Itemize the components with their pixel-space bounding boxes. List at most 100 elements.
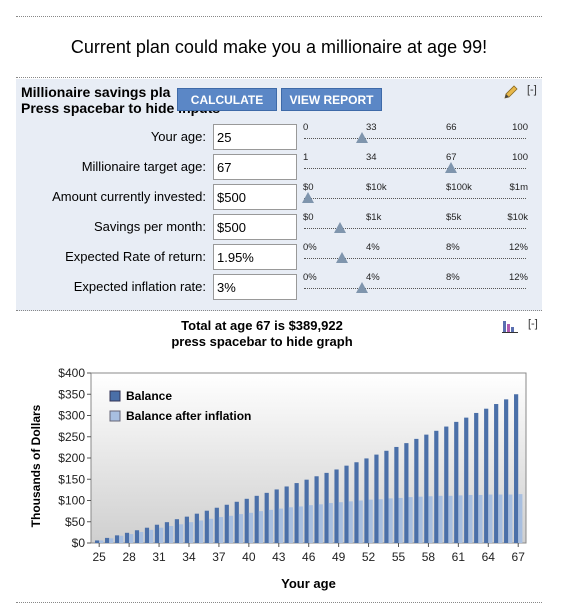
inflation-bar <box>508 494 513 543</box>
inflation-bar <box>468 494 473 543</box>
inflation-bar <box>218 517 224 543</box>
inflation-bar <box>518 494 523 543</box>
inflation-bar <box>498 494 503 543</box>
balance-bar <box>284 486 289 543</box>
headline-text: Current plan could make you a millionair… <box>70 36 488 57</box>
balance-bar <box>204 510 209 543</box>
balance-bar <box>194 513 199 543</box>
slider-tick-label: 12% <box>508 272 528 283</box>
slider-thumb[interactable] <box>336 252 349 263</box>
input-slider[interactable]: 0% 4% 8% 12% <box>302 242 528 270</box>
slider-track[interactable] <box>304 228 526 229</box>
balance-bar <box>214 507 219 543</box>
balance-bar <box>95 540 100 543</box>
input-slider[interactable]: $0 $10k $100k $1m <box>302 182 528 210</box>
slider-track[interactable] <box>304 168 526 169</box>
x-tick-label: 28 <box>122 550 136 564</box>
slider-thumb[interactable] <box>355 282 368 293</box>
x-tick-label: 61 <box>452 550 466 564</box>
legend-swatch-inflation <box>109 410 121 422</box>
inflation-bar <box>458 495 463 543</box>
inflation-bar <box>428 496 433 543</box>
bar-chart-icon[interactable] <box>502 319 518 333</box>
inputs-panel: Millionaire savings pla Press spacebar t… <box>16 79 542 311</box>
input-field[interactable] <box>213 214 297 240</box>
inflation-bar <box>268 509 273 543</box>
x-tick-label: 43 <box>272 550 286 564</box>
balance-bar <box>104 537 110 543</box>
x-tick-label: 49 <box>332 550 346 564</box>
input-slider[interactable]: $0 $1k $5k $10k <box>302 212 528 240</box>
inflation-bar <box>418 496 423 543</box>
balance-bar <box>244 498 249 543</box>
slider-tick-label: 1 <box>303 152 309 163</box>
inflation-bar <box>328 503 333 543</box>
inflation-bar <box>238 514 244 543</box>
inputs-collapse-toggle[interactable]: [-] <box>527 84 537 96</box>
slider-tick-label: $0 <box>303 182 314 193</box>
input-field[interactable] <box>213 184 297 210</box>
slider-thumb[interactable] <box>302 192 314 203</box>
slider-tick-label: $1m <box>509 182 528 193</box>
slider-track[interactable] <box>304 258 526 259</box>
chart-collapse-toggle[interactable]: [-] <box>528 318 538 330</box>
slider-thumb[interactable] <box>445 162 458 173</box>
balance-bar <box>454 421 459 543</box>
slider-tick-label: $10k <box>507 212 528 223</box>
x-tick-label: 37 <box>212 550 226 564</box>
inflation-bar <box>358 500 363 543</box>
inflation-bar <box>159 527 164 543</box>
view-report-button[interactable]: VIEW REPORT <box>281 88 382 111</box>
chart-title-line2: press spacebar to hide graph <box>171 334 353 349</box>
inflation-bar <box>438 495 443 543</box>
balance-bar <box>404 443 409 543</box>
balance-bar <box>234 501 239 543</box>
input-field[interactable] <box>213 244 297 270</box>
legend-swatch-balance <box>109 390 121 402</box>
slider-thumb[interactable] <box>334 222 347 233</box>
input-field[interactable] <box>213 124 297 150</box>
y-tick-label: $50 <box>65 515 85 529</box>
slider-tick-label: 33 <box>366 122 377 133</box>
x-tick-label: 58 <box>422 550 436 564</box>
pencil-icon[interactable] <box>503 84 519 100</box>
slider-tick-label: $10k <box>366 182 387 193</box>
y-tick-label: $250 <box>58 430 85 444</box>
input-label: Amount currently invested: <box>52 189 206 204</box>
y-tick-label: $0 <box>72 536 86 550</box>
inflation-bar <box>198 520 204 543</box>
input-slider[interactable]: 0% 4% 8% 12% <box>302 272 528 300</box>
balance-chart: $0 $50 $100 $150 $200 $250 $300 $350 $400 25 28 31 3… <box>29 366 527 591</box>
slider-track[interactable] <box>304 198 526 199</box>
calculate-button[interactable]: CALCULATE <box>177 88 277 111</box>
x-tick-label: 67 <box>512 550 526 564</box>
slider-track[interactable] <box>304 138 526 139</box>
inflation-bar <box>258 511 264 543</box>
balance-bar <box>184 516 189 543</box>
inflation-bar <box>248 512 254 543</box>
balance-bar <box>114 535 120 543</box>
inflation-bar <box>99 540 104 543</box>
input-slider[interactable]: 1 34 67 100 <box>302 152 528 180</box>
slider-tick-label: $100k <box>446 182 472 193</box>
y-tick-label: $150 <box>58 472 85 486</box>
input-field[interactable] <box>213 274 297 300</box>
x-tick-label: 31 <box>152 550 166 564</box>
input-field[interactable] <box>213 154 297 180</box>
inflation-bar <box>398 497 403 543</box>
balance-bar <box>354 462 359 543</box>
inflation-bar <box>338 502 343 543</box>
slider-track[interactable] <box>304 288 526 289</box>
slider-thumb[interactable] <box>355 132 368 143</box>
balance-bar <box>494 404 499 543</box>
x-tick-label: 34 <box>182 550 196 564</box>
inflation-bar <box>149 529 154 543</box>
balance-bar <box>364 458 369 543</box>
panel-title-line2: Press spacebar to hide inputs <box>21 100 221 116</box>
input-slider[interactable]: 0 33 66 100 <box>302 122 528 150</box>
slider-tick-label: 4% <box>366 272 380 283</box>
slider-tick-label: 67 <box>446 152 457 163</box>
inflation-bar <box>488 494 493 543</box>
inflation-bar <box>109 538 114 543</box>
slider-tick-label: $1k <box>366 212 382 223</box>
